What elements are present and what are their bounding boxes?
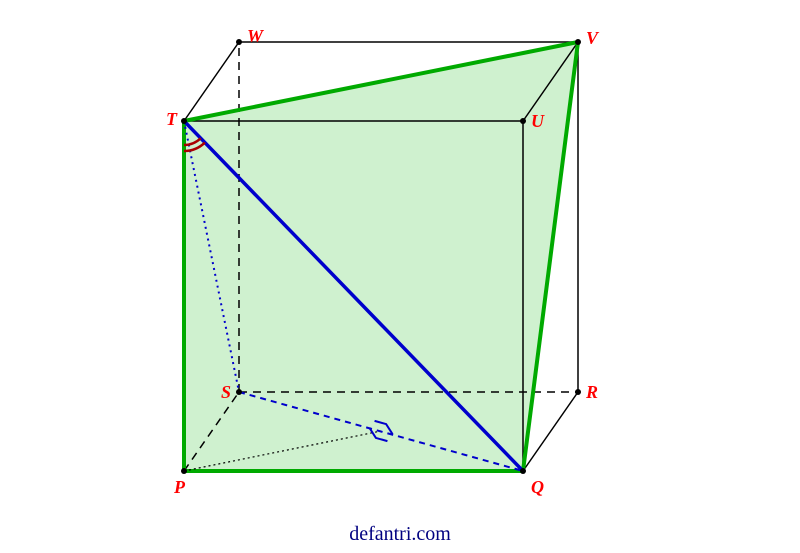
vertex-label-S: S [221, 382, 231, 402]
vertex-label-Q: Q [531, 477, 544, 497]
cube-diagram: P Q R S T U V W defantri.com [0, 0, 800, 553]
vertex-label-R: R [585, 382, 598, 402]
vertex-label-W: W [247, 26, 265, 46]
vertex-label-T: T [166, 109, 178, 129]
vertex-dot-U [520, 118, 526, 124]
vertex-dot-W [236, 39, 242, 45]
vertex-dot-V [575, 39, 581, 45]
caption-text: defantri.com [349, 523, 451, 545]
vertex-dot-P [181, 468, 187, 474]
vertex-dot-Q [520, 468, 526, 474]
section-plane [184, 42, 578, 471]
vertex-label-V: V [586, 28, 600, 48]
vertex-label-U: U [531, 111, 545, 131]
vertex-dot-T [181, 118, 187, 124]
vertex-label-P: P [173, 477, 186, 497]
vertex-dot-R [575, 389, 581, 395]
vertex-dot-S [236, 389, 242, 395]
